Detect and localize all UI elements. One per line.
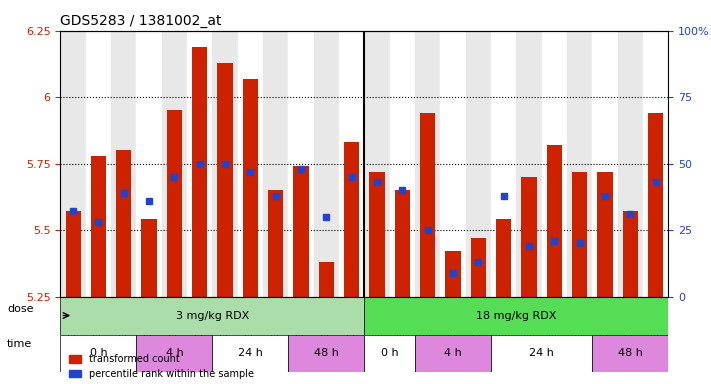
Bar (314, 31, 339, 296)
Bar (237, 31, 263, 296)
FancyBboxPatch shape (364, 296, 668, 334)
Bar (496, 219, 511, 296)
Bar (440, 31, 466, 296)
FancyBboxPatch shape (213, 334, 289, 372)
FancyBboxPatch shape (289, 334, 364, 372)
Text: GDS5283 / 1381002_at: GDS5283 / 1381002_at (60, 14, 222, 28)
Text: 18 mg/kg RDX: 18 mg/kg RDX (476, 311, 557, 321)
Bar (213, 31, 237, 296)
Bar (623, 212, 638, 296)
Bar (111, 31, 137, 296)
Bar (263, 31, 289, 296)
Text: 3 mg/kg RDX: 3 mg/kg RDX (176, 311, 249, 321)
Text: 48 h: 48 h (618, 349, 643, 359)
Bar (167, 111, 182, 296)
Bar (65, 212, 81, 296)
Text: 0 h: 0 h (381, 349, 399, 359)
Bar (218, 63, 232, 296)
Text: 24 h: 24 h (238, 349, 263, 359)
Text: 0 h: 0 h (90, 349, 107, 359)
Bar (415, 31, 440, 296)
Bar (597, 172, 613, 296)
Bar (643, 31, 668, 296)
Text: time: time (7, 339, 33, 349)
FancyBboxPatch shape (592, 334, 668, 372)
Bar (268, 190, 283, 296)
Bar (395, 190, 410, 296)
FancyBboxPatch shape (364, 334, 415, 372)
Bar (572, 172, 587, 296)
Text: dose: dose (7, 304, 33, 314)
Bar (319, 262, 334, 296)
Bar (567, 31, 592, 296)
Bar (420, 113, 435, 296)
Bar (471, 238, 486, 296)
Bar (618, 31, 643, 296)
Text: 24 h: 24 h (529, 349, 554, 359)
Bar (162, 31, 187, 296)
Bar (116, 150, 132, 296)
Bar (339, 31, 365, 296)
Bar (516, 31, 542, 296)
FancyBboxPatch shape (415, 334, 491, 372)
Bar (364, 31, 390, 296)
Bar (445, 252, 461, 296)
Bar (86, 31, 111, 296)
Text: 4 h: 4 h (166, 349, 183, 359)
FancyBboxPatch shape (491, 334, 592, 372)
Bar (542, 31, 567, 296)
Bar (137, 31, 162, 296)
Bar (187, 31, 213, 296)
Bar (344, 142, 359, 296)
Bar (390, 31, 415, 296)
Bar (141, 219, 156, 296)
Bar (91, 156, 106, 296)
FancyBboxPatch shape (60, 334, 137, 372)
Bar (289, 31, 314, 296)
Legend: transformed count, percentile rank within the sample: transformed count, percentile rank withi… (65, 350, 257, 383)
Bar (242, 79, 258, 296)
Bar (370, 172, 385, 296)
Bar (294, 166, 309, 296)
FancyBboxPatch shape (60, 296, 364, 334)
Bar (491, 31, 516, 296)
Bar (192, 47, 208, 296)
Bar (521, 177, 537, 296)
Bar (60, 31, 86, 296)
Bar (648, 113, 663, 296)
Text: 48 h: 48 h (314, 349, 339, 359)
Bar (466, 31, 491, 296)
Bar (547, 145, 562, 296)
FancyBboxPatch shape (137, 334, 213, 372)
Text: 4 h: 4 h (444, 349, 462, 359)
Bar (592, 31, 618, 296)
